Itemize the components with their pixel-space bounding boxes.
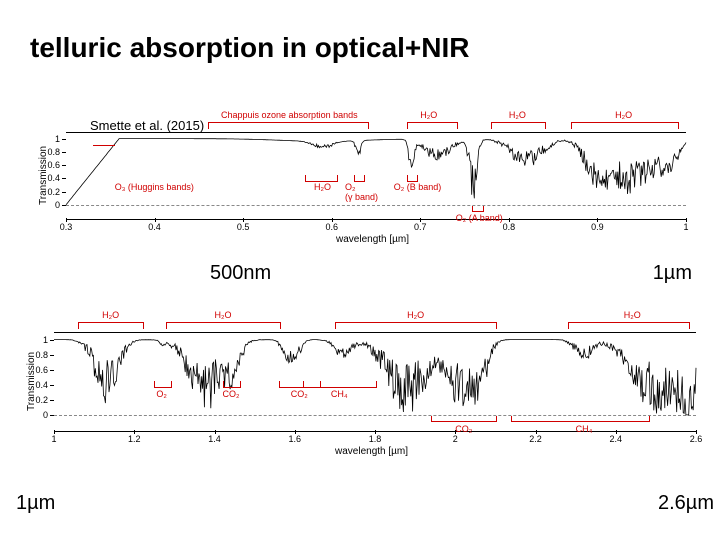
label-1um-bottom: 1µm — [16, 492, 55, 515]
label-1um-top: 1µm — [653, 262, 692, 285]
label-2p6um: 2.6µm — [658, 492, 714, 515]
chart-nir: 00.20.40.60.8111.21.41.61.822.22.42.6Tra… — [16, 302, 710, 468]
label-500nm: 500nm — [210, 262, 271, 285]
page-title: telluric absorption in optical+NIR — [30, 32, 470, 64]
citation: Smette et al. (2015) — [90, 118, 204, 133]
